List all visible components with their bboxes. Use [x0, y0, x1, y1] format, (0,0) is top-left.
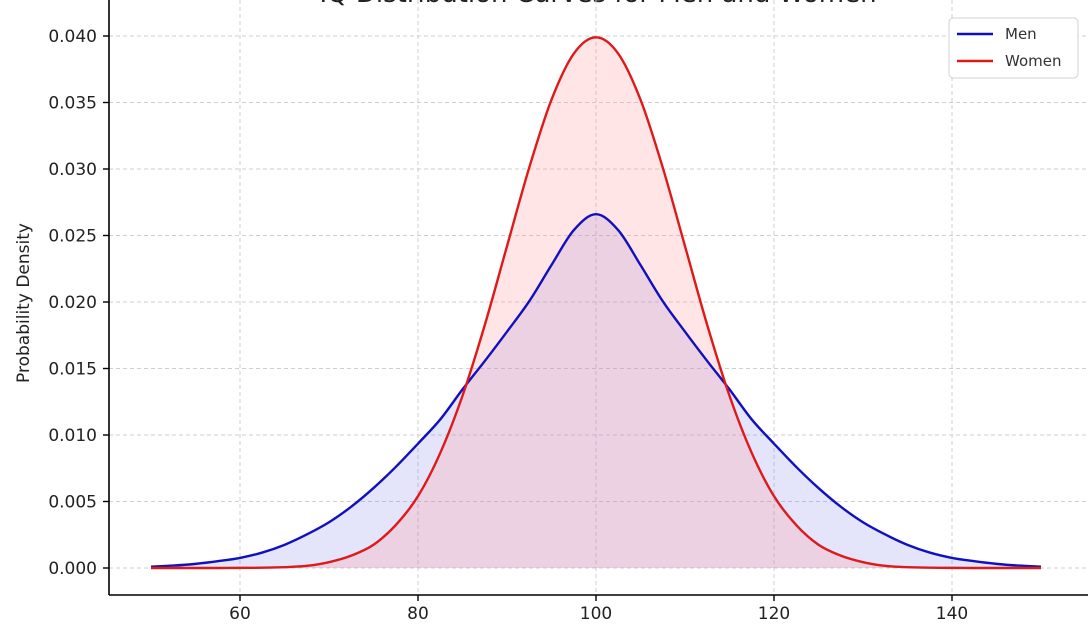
x-tick-label: 80	[407, 604, 429, 624]
x-tick-label: 100	[580, 604, 612, 624]
x-tick-label: 60	[229, 604, 251, 624]
legend-label-men: Men	[1005, 25, 1037, 43]
y-tick-label: 0.000	[48, 559, 97, 579]
axes: 60 80 100 120 140 0.000 0.005 0.010 0.015 0.020 0.…	[48, 0, 1088, 624]
chart-title: IQ Distribution Curves for Men and Women	[319, 0, 876, 9]
series-line-men	[150, 213, 1042, 568]
series-lines	[150, 36, 1042, 570]
y-tick-label: 0.040	[48, 27, 97, 47]
legend: Men Women	[948, 17, 1079, 79]
legend-label-women: Women	[1005, 52, 1061, 70]
x-tick-label: 120	[758, 604, 790, 624]
grid	[109, 0, 1088, 595]
y-axis-label: Probability Density	[14, 223, 34, 383]
series-area-women	[151, 37, 1041, 569]
y-tick-label: 0.025	[48, 227, 97, 247]
y-tick-label: 0.015	[48, 360, 97, 380]
y-tick-label: 0.035	[48, 94, 97, 114]
y-tick-label: 0.005	[48, 493, 97, 513]
x-tick-label: 140	[936, 604, 968, 624]
y-tick-label: 0.030	[48, 160, 97, 180]
y-tick-label: 0.020	[48, 293, 97, 313]
y-tick-label: 0.010	[48, 426, 97, 446]
series-line-women	[151, 36, 1041, 570]
series-fills	[151, 37, 1041, 569]
series-area-men	[151, 214, 1041, 568]
